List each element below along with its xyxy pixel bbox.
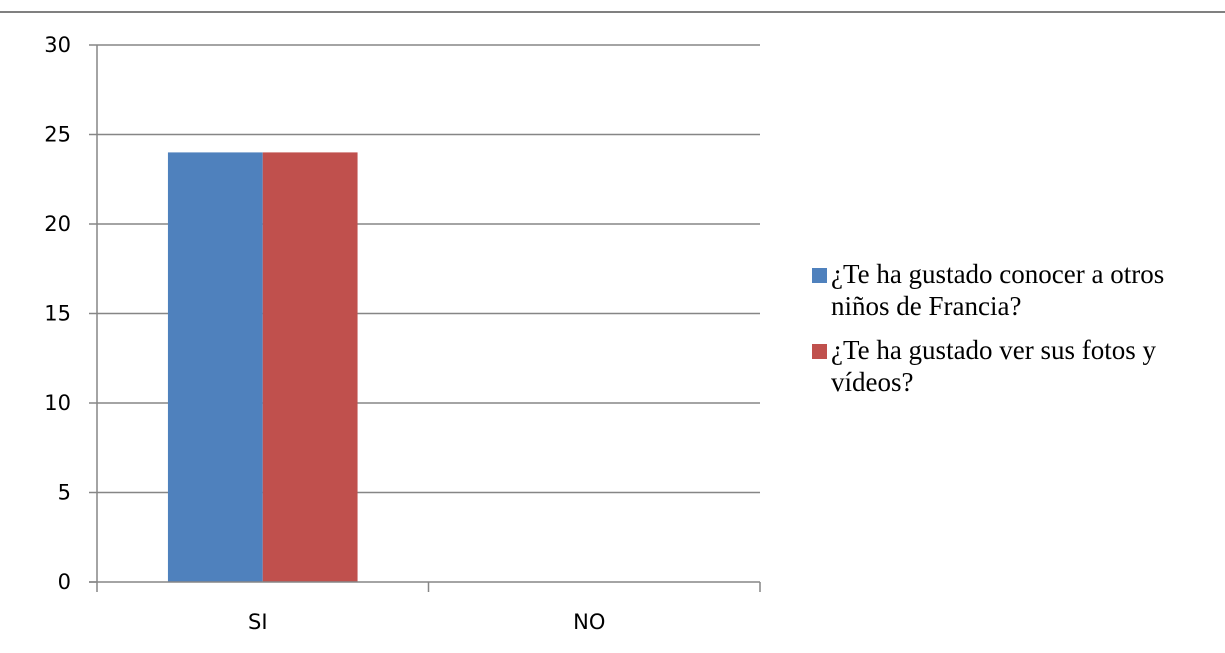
y-tick-label: 15 [44, 302, 71, 326]
x-tick-labels: SI NO [248, 610, 605, 634]
y-tick-labels: 0 5 10 15 20 25 30 [44, 33, 71, 594]
y-tick-label: 5 [58, 481, 71, 505]
legend-label-series-1: ¿Te ha gustado conocer a otros niños de … [831, 259, 1165, 321]
bars [167, 152, 358, 582]
legend: ¿Te ha gustado conocer a otros niños de … [812, 258, 1212, 410]
y-tick-label: 25 [44, 123, 71, 147]
legend-item-series-2: ¿Te ha gustado ver sus fotos y vídeos? [812, 334, 1212, 398]
bar-si-series-2 [262, 152, 358, 582]
x-tick-label-si: SI [248, 610, 268, 634]
legend-swatch-series-2 [812, 344, 827, 359]
y-tick-label: 0 [58, 570, 71, 594]
x-tick-label-no: NO [573, 610, 605, 634]
bar-si-series-1 [167, 152, 263, 582]
y-tick-label: 20 [44, 212, 71, 236]
legend-item-series-1: ¿Te ha gustado conocer a otros niños de … [812, 258, 1212, 322]
y-tick-label: 30 [44, 33, 71, 57]
axes [89, 45, 761, 592]
y-tick-label: 10 [44, 391, 71, 415]
legend-label-series-2: ¿Te ha gustado ver sus fotos y vídeos? [831, 335, 1157, 397]
legend-swatch-series-1 [812, 268, 827, 283]
